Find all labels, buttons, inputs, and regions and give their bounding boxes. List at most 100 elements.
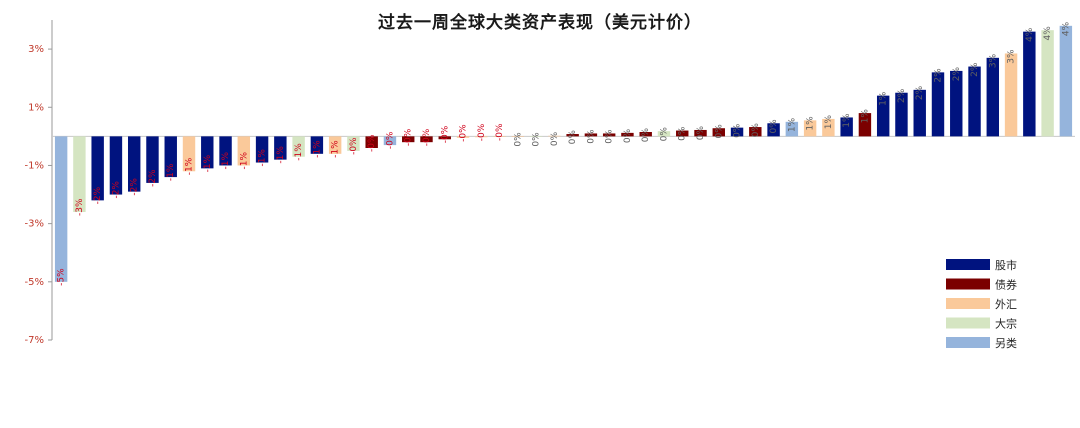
data-label: 0% (641, 128, 651, 143)
bar (548, 135, 561, 137)
bar (91, 136, 104, 201)
bar (676, 130, 689, 137)
legend-swatch (946, 278, 990, 290)
chart-bars (54, 25, 1073, 282)
y-tick-label: -3% (25, 219, 44, 230)
bar (383, 136, 397, 146)
bar (621, 132, 634, 137)
bar (1004, 53, 1018, 137)
bar (950, 70, 963, 137)
data-label: 1% (879, 91, 889, 106)
data-label: -0% (349, 137, 359, 155)
data-label: -1% (258, 149, 268, 167)
data-label: 0% (733, 123, 743, 138)
data-label: 2% (897, 88, 907, 103)
data-label: -0% (422, 128, 432, 146)
bar (657, 131, 671, 137)
bar (876, 95, 890, 137)
data-label: 1% (806, 116, 816, 131)
data-label: -1% (276, 146, 286, 164)
bar (73, 136, 86, 212)
data-label: 0% (605, 129, 615, 144)
data-label: 3% (988, 53, 998, 68)
y-tick-label: 3% (28, 44, 44, 55)
data-label: -1% (312, 140, 322, 158)
data-label: 4% (1025, 27, 1035, 42)
data-label: 1% (860, 109, 870, 124)
data-label: 0% (513, 132, 523, 147)
bar (164, 136, 177, 178)
data-label: -5% (57, 268, 67, 286)
data-label: -2% (148, 169, 158, 187)
bar (566, 134, 579, 137)
data-label: -0% (367, 134, 377, 152)
data-label: 0% (550, 131, 560, 146)
data-label: 0% (678, 126, 688, 141)
bar (913, 89, 926, 137)
data-label: 0% (623, 128, 633, 143)
data-label: -3% (75, 198, 85, 216)
bar (438, 136, 451, 140)
data-label: 3% (1007, 49, 1017, 64)
bar (365, 136, 378, 148)
bar (274, 136, 287, 160)
bar (219, 136, 232, 166)
bar (822, 118, 835, 137)
data-label: -1% (166, 163, 176, 181)
data-label: -0% (385, 131, 395, 149)
y-tick-label: -1% (25, 160, 44, 171)
bar (402, 136, 415, 143)
data-label: -1% (185, 157, 195, 175)
bar (347, 136, 360, 151)
data-label: 2% (970, 62, 980, 77)
bar (511, 136, 525, 137)
legend-label: 股市 (995, 258, 1017, 272)
bar (730, 127, 744, 137)
bar (109, 136, 123, 195)
bar (292, 136, 305, 157)
y-tick-label: 1% (28, 102, 44, 113)
bar (237, 136, 251, 166)
bar (420, 136, 433, 143)
data-label: 0% (659, 127, 669, 142)
legend-swatch (946, 259, 990, 270)
legend-label: 债券 (995, 278, 1017, 292)
bar (584, 133, 598, 137)
chart-axes: 3% 1% -1% -3% -5% -7% (25, 20, 1075, 346)
bar (1041, 30, 1054, 137)
bar (712, 128, 725, 137)
data-label: -2% (130, 178, 140, 196)
bar (694, 129, 707, 137)
data-label: 1% (824, 114, 834, 129)
bar (785, 121, 799, 137)
bar (968, 66, 981, 137)
bar (931, 72, 945, 137)
legend-swatch (946, 337, 990, 348)
legend-swatch (946, 298, 990, 309)
data-label: -0% (440, 125, 450, 143)
bar (858, 113, 872, 137)
data-label: -0% (477, 123, 487, 141)
data-label: -0% (404, 128, 414, 146)
chart-data-labels: -5%-3%-2% -2% -2% -2% -1% -1% -1% -1% -1% -1% -1% -… (57, 21, 1072, 285)
bar (255, 136, 269, 163)
bar (749, 127, 762, 137)
legend-label: 另类 (995, 336, 1017, 350)
data-label: -1% (221, 151, 231, 169)
bar (54, 136, 68, 282)
data-label: 0% (769, 119, 779, 134)
bar (127, 136, 141, 192)
bar (1023, 31, 1036, 137)
bar (840, 117, 853, 137)
bar (146, 136, 159, 183)
bar (328, 136, 342, 154)
data-label: -0% (495, 123, 505, 141)
data-label: 0% (586, 129, 596, 144)
data-label: -1% (331, 140, 341, 158)
bar (895, 92, 908, 137)
bar (602, 133, 616, 137)
data-label: 0% (751, 123, 761, 138)
bar (986, 57, 1000, 137)
legend-label: 大宗 (995, 317, 1017, 331)
